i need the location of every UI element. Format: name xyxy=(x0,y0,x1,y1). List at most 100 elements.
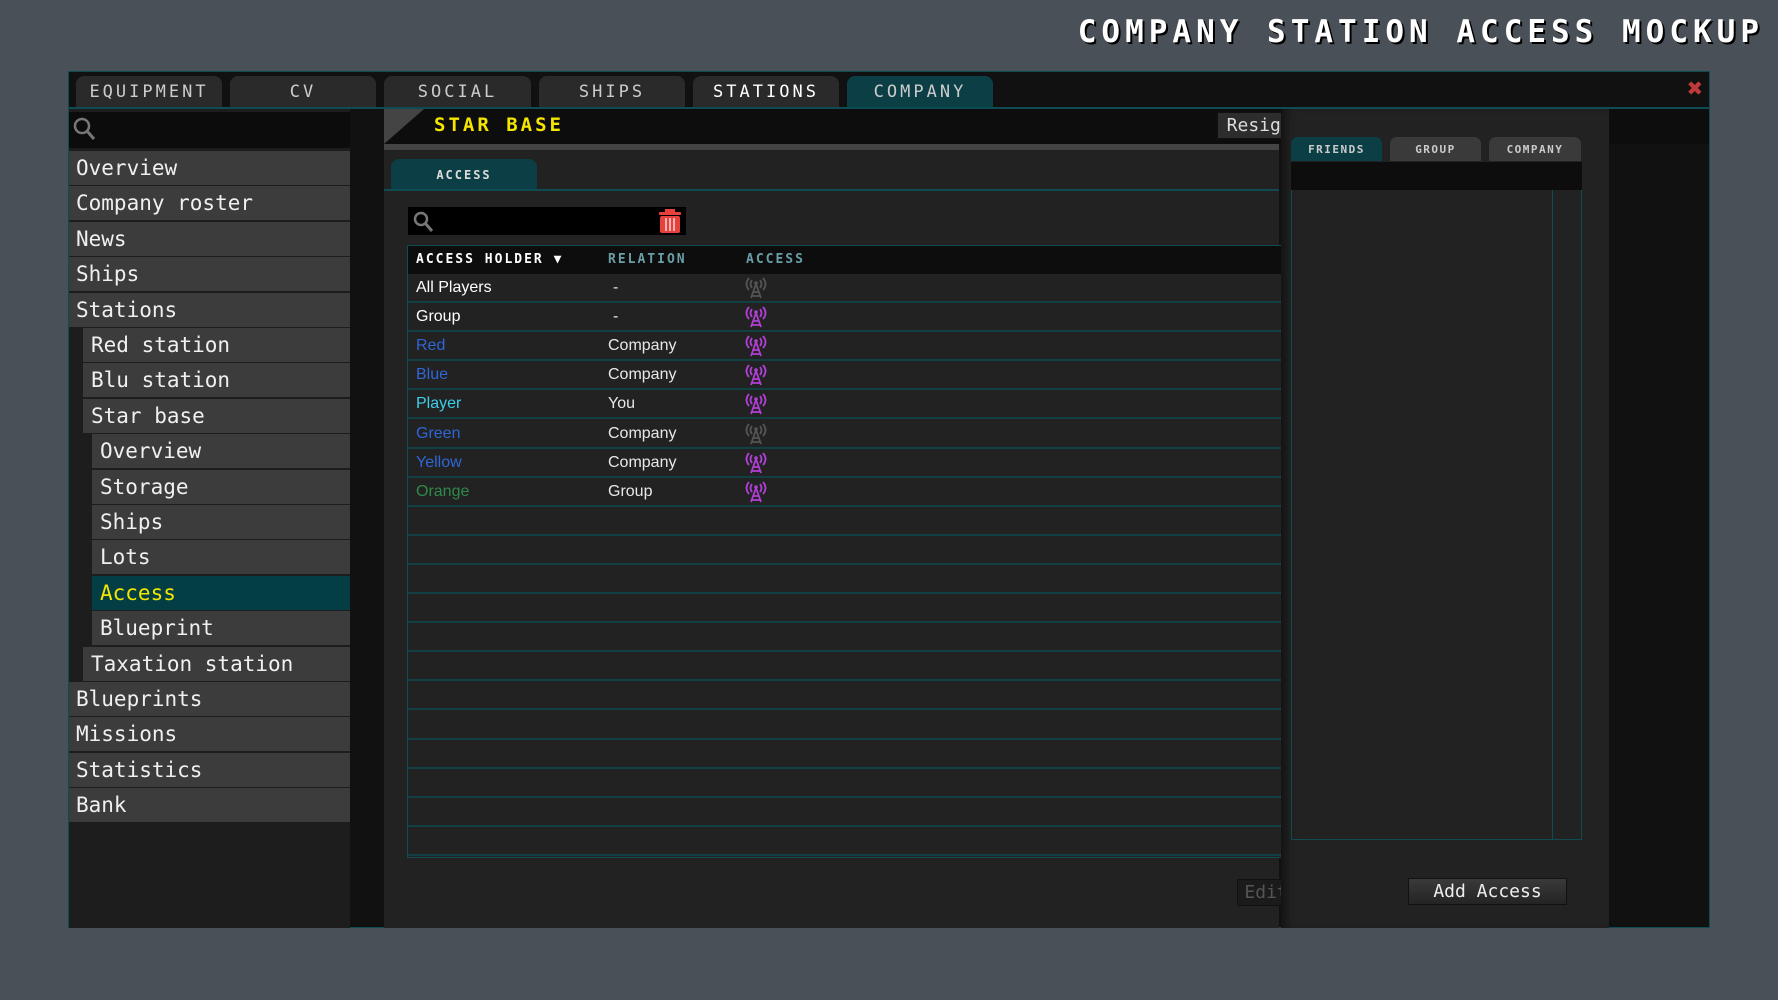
access-granted-icon[interactable] xyxy=(743,333,769,367)
sidebar-item-stations[interactable]: Stations xyxy=(69,292,350,327)
column-relation[interactable]: RELATION xyxy=(608,252,687,267)
access-denied-icon[interactable] xyxy=(743,421,769,455)
access-search-input[interactable] xyxy=(408,207,686,235)
column-access-holder[interactable]: ACCESS HOLDER ▼ xyxy=(416,246,563,274)
table-header: ACCESS HOLDER ▼ RELATION ACCESS xyxy=(408,246,1370,274)
empty-row xyxy=(408,507,1339,536)
sidebar-item-overview[interactable]: Overview xyxy=(92,434,350,469)
company-window: EQUIPMENT CV SOCIAL SHIPS STATIONS COMPANY ✖ … xyxy=(68,71,1710,928)
access-granted-icon[interactable] xyxy=(743,479,769,513)
tab-ships[interactable]: SHIPS xyxy=(539,76,685,108)
header-corner xyxy=(384,109,424,144)
sidebar-item-overview[interactable]: Overview xyxy=(69,151,350,185)
access-granted-icon[interactable] xyxy=(743,362,769,396)
relation: Company xyxy=(608,453,677,471)
header-strip xyxy=(384,144,1279,150)
empty-row xyxy=(408,536,1339,565)
candidate-list[interactable] xyxy=(1291,190,1582,840)
empty-row xyxy=(408,827,1339,856)
sidebar-item-red-station[interactable]: Red station xyxy=(83,328,350,362)
right-panel: FRIENDS GROUP COMPANY Add Access xyxy=(1281,109,1609,928)
table-row[interactable]: All Players - xyxy=(408,274,1339,304)
access-denied-icon[interactable] xyxy=(743,275,769,309)
access-table: ACCESS HOLDER ▼ RELATION ACCESS All Play… xyxy=(407,245,1371,858)
station-title: STAR BASE xyxy=(434,114,564,136)
tab-equipment[interactable]: EQUIPMENT xyxy=(76,76,222,108)
relation: Company xyxy=(608,424,677,442)
list-divider xyxy=(1552,190,1553,839)
table-row[interactable]: Red Company xyxy=(408,332,1339,362)
table-row[interactable]: Green Company xyxy=(408,420,1339,449)
sidebar-search-input[interactable] xyxy=(69,112,350,148)
main-panel: STAR BASE Resign Station ACCESS ACCESS H… xyxy=(384,109,1709,928)
right-list-header xyxy=(1291,162,1582,190)
relation: You xyxy=(608,395,635,413)
column-label: ACCESS HOLDER xyxy=(416,252,544,267)
tab-social[interactable]: SOCIAL xyxy=(384,76,531,108)
sort-down-icon: ▼ xyxy=(553,252,564,267)
empty-row xyxy=(408,681,1339,711)
relation: Group xyxy=(608,482,653,500)
trash-icon[interactable] xyxy=(658,208,684,234)
table-row[interactable]: Group - xyxy=(408,303,1339,333)
sidebar-item-ships[interactable]: Ships xyxy=(69,257,350,292)
relation: - xyxy=(613,308,619,326)
column-access[interactable]: ACCESS xyxy=(746,252,805,267)
sidebar-item-star-base[interactable]: Star base xyxy=(83,398,350,433)
search-icon xyxy=(73,117,96,140)
access-holder: Green xyxy=(416,424,461,442)
relation: - xyxy=(613,279,619,296)
access-holder: Red xyxy=(416,337,446,355)
access-granted-icon[interactable] xyxy=(743,304,769,338)
sidebar-item-bank[interactable]: Bank xyxy=(69,788,350,823)
access-granted-icon[interactable] xyxy=(743,450,769,484)
table-row[interactable]: Blue Company xyxy=(408,361,1339,391)
table-row[interactable]: Yellow Company xyxy=(408,449,1339,478)
sidebar-item-ships[interactable]: Ships xyxy=(92,505,350,539)
sidebar-item-access[interactable]: Access xyxy=(92,575,350,610)
search-icon xyxy=(413,211,434,232)
relation: Company xyxy=(608,366,677,384)
sidebar-item-taxation-station[interactable]: Taxation station xyxy=(83,646,350,681)
access-granted-icon[interactable] xyxy=(743,391,769,425)
add-access-button[interactable]: Add Access xyxy=(1408,878,1567,905)
tab-company[interactable]: COMPANY xyxy=(847,76,993,108)
access-holder: Yellow xyxy=(416,453,462,471)
access-holder: All Players xyxy=(416,279,492,296)
subtab-divider xyxy=(384,189,1279,191)
tab-access[interactable]: ACCESS xyxy=(391,159,537,189)
access-holder: Player xyxy=(416,395,462,413)
access-holder: Blue xyxy=(416,366,449,384)
sidebar-item-storage[interactable]: Storage xyxy=(92,469,350,504)
table-row[interactable]: Player You xyxy=(408,390,1339,420)
close-icon[interactable]: ✖ xyxy=(1687,74,1703,104)
page-title: COMPANY STATION ACCESS MOCKUP xyxy=(1077,14,1764,50)
empty-row xyxy=(408,565,1339,595)
sidebar-item-blueprints[interactable]: Blueprints xyxy=(69,682,350,716)
sidebar-item-blu-station[interactable]: Blu station xyxy=(83,363,350,398)
empty-row xyxy=(408,740,1339,769)
empty-row xyxy=(408,769,1339,798)
relation: Company xyxy=(608,337,677,355)
empty-row xyxy=(408,623,1339,653)
access-holder: Group xyxy=(416,308,461,326)
empty-row xyxy=(408,652,1339,682)
right-tab-friends[interactable]: FRIENDS xyxy=(1291,137,1382,161)
right-tab-group[interactable]: GROUP xyxy=(1390,137,1481,161)
tab-stations[interactable]: STATIONS xyxy=(693,76,839,108)
empty-row xyxy=(408,798,1339,827)
sidebar-item-missions[interactable]: Missions xyxy=(69,717,350,752)
tab-divider xyxy=(69,107,1709,109)
sidebar-item-lots[interactable]: Lots xyxy=(92,540,350,575)
sidebar-item-statistics[interactable]: Statistics xyxy=(69,752,350,787)
empty-row xyxy=(408,711,1339,740)
empty-row xyxy=(408,594,1339,624)
sidebar-item-blueprint[interactable]: Blueprint xyxy=(92,611,350,646)
tab-cv[interactable]: CV xyxy=(230,76,376,108)
sidebar: Overview Company roster News Ships Stations R… xyxy=(69,109,350,928)
table-row[interactable]: Orange Group xyxy=(408,478,1339,507)
sidebar-item-news[interactable]: News xyxy=(69,221,350,256)
sidebar-item-company-roster[interactable]: Company roster xyxy=(69,186,350,221)
right-tab-company[interactable]: COMPANY xyxy=(1489,137,1581,161)
access-holder: Orange xyxy=(416,482,470,500)
